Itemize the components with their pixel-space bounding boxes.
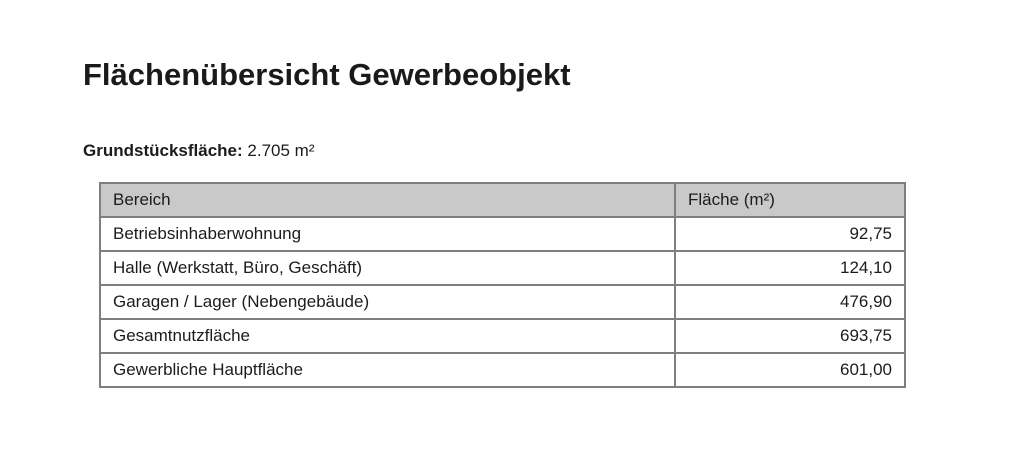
flaeche-cell: 92,75 bbox=[674, 216, 906, 252]
flaeche-cell: 476,90 bbox=[674, 284, 906, 320]
page-title: Flächenübersicht Gewerbeobjekt bbox=[83, 57, 571, 92]
flaeche-cell: 601,00 bbox=[674, 352, 906, 388]
bereich-cell: Gewerbliche Hauptfläche bbox=[99, 352, 676, 388]
bereich-cell: Garagen / Lager (Nebengebäude) bbox=[99, 284, 676, 320]
plot-area-line: Grundstücksfläche: 2.705 m² bbox=[83, 141, 314, 161]
flaeche-cell: 693,75 bbox=[674, 318, 906, 354]
table-row: Gewerbliche Hauptfläche 601,00 bbox=[99, 352, 906, 388]
table-row: Gesamtnutzfläche 693,75 bbox=[99, 318, 906, 354]
bereich-cell: Gesamtnutzfläche bbox=[99, 318, 676, 354]
table-row: Betriebsinhaberwohnung 92,75 bbox=[99, 216, 906, 252]
area-table: Bereich Fläche (m²) Betriebsinhaberwohnu… bbox=[99, 182, 906, 388]
plot-area-value: 2.705 m² bbox=[247, 141, 315, 160]
table-header-row: Bereich Fläche (m²) bbox=[99, 182, 906, 218]
bereich-cell: Halle (Werkstatt, Büro, Geschäft) bbox=[99, 250, 676, 286]
plot-area-label: Grundstücksfläche: bbox=[83, 141, 243, 160]
bereich-cell: Betriebsinhaberwohnung bbox=[99, 216, 676, 252]
header-flaeche: Fläche (m²) bbox=[674, 182, 906, 218]
header-bereich: Bereich bbox=[99, 182, 676, 218]
table-row: Halle (Werkstatt, Büro, Geschäft) 124,10 bbox=[99, 250, 906, 286]
table-row: Garagen / Lager (Nebengebäude) 476,90 bbox=[99, 284, 906, 320]
flaeche-cell: 124,10 bbox=[674, 250, 906, 286]
